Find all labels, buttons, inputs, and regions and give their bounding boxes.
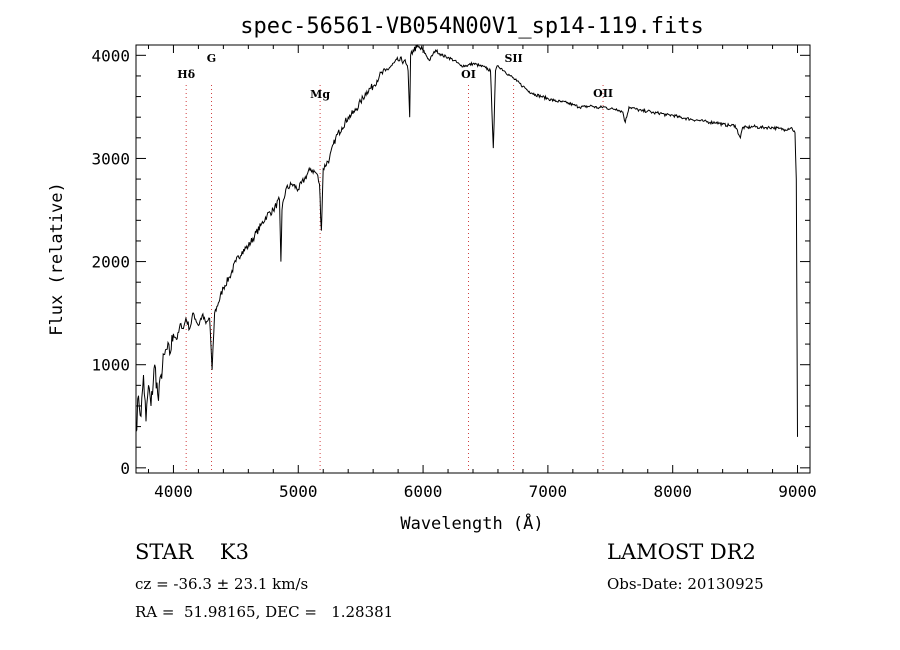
y-tick-label: 4000 (91, 46, 130, 65)
x-axis-label: Wavelength (Å) (400, 512, 543, 534)
y-tick-label: 1000 (91, 356, 130, 375)
y-tick-label: 3000 (91, 149, 130, 168)
redshift-velocity: cz = -36.3 ± 23.1 km/s (135, 575, 309, 593)
x-tick-label: 4000 (154, 482, 193, 501)
plot-area: 4000 5000 6000 7000 8000 9000 0 1000 2000 3000 40… (91, 44, 817, 501)
x-tick-label: 8000 (653, 482, 692, 501)
object-class: STAR K3 (135, 540, 249, 564)
x-tick-label: 5000 (279, 482, 318, 501)
spectrum-series-line (135, 44, 798, 437)
y-axis-ticks: 0 1000 2000 3000 4000 (91, 46, 810, 478)
line-marker-label: Hδ (177, 68, 195, 81)
y-axis-label: Flux (relative) (47, 182, 67, 336)
line-marker-label: OI (461, 68, 476, 81)
x-tick-label: 6000 (404, 482, 443, 501)
coordinates: RA = 51.98165, DEC = 1.28381 (135, 603, 394, 621)
chart-title: spec-56561-VB054N00V1_sp14-119.fits (240, 14, 704, 39)
survey-name: LAMOST DR2 (607, 540, 756, 564)
line-marker-label: Mg (310, 88, 330, 101)
x-tick-label: 7000 (529, 482, 568, 501)
x-tick-label: 9000 (778, 482, 817, 501)
x-axis-ticks: 4000 5000 6000 7000 8000 9000 (147, 45, 817, 501)
y-tick-label: 2000 (91, 253, 130, 272)
observation-date: Obs-Date: 20130925 (607, 575, 764, 593)
line-marker-label: OII (593, 87, 613, 100)
line-marker-label: G (207, 52, 216, 65)
line-marker-label: SII (504, 52, 522, 65)
plot-frame (135, 44, 811, 474)
spectral-line-markers: Hδ G Mg OI SII OII (177, 52, 613, 473)
y-tick-label: 0 (120, 459, 130, 478)
